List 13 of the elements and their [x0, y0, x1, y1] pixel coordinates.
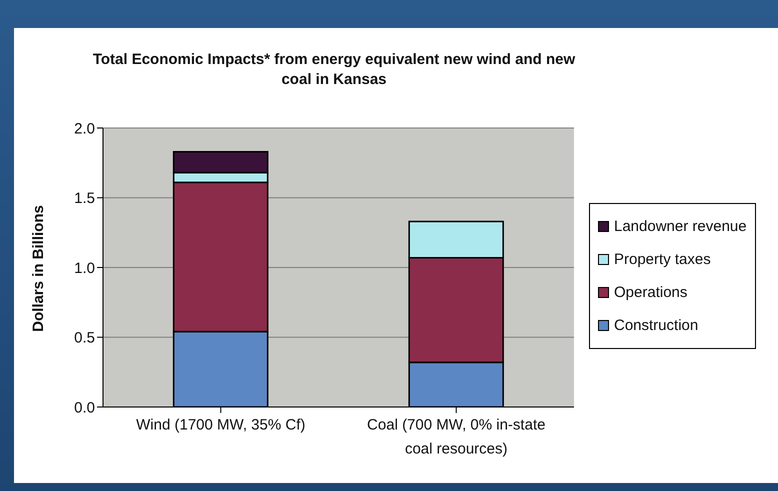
chart-title: Total Economic Impacts* from energy equivalent new wind and new coal in Kansas — [92, 50, 576, 90]
legend-label: Property taxes — [614, 251, 711, 268]
legend-label: Operations — [614, 284, 688, 301]
y-tick-label: 1.0 — [74, 260, 95, 277]
x-tick-label: Wind (1700 MW, 35% Cf) — [136, 416, 306, 434]
y-tick-label: 0.0 — [74, 399, 95, 416]
legend-label: Construction — [614, 317, 698, 334]
y-axis-title: Dollars in Billions — [30, 204, 46, 332]
legend-label: Landowner revenue — [614, 218, 747, 235]
x-tick-label: Coal (700 MW, 0% in-state coal resources) — [367, 416, 546, 458]
y-tick-label: 1.5 — [74, 190, 95, 208]
y-tick-label: 0.5 — [74, 330, 95, 347]
y-tick-label: 2.0 — [74, 120, 95, 138]
